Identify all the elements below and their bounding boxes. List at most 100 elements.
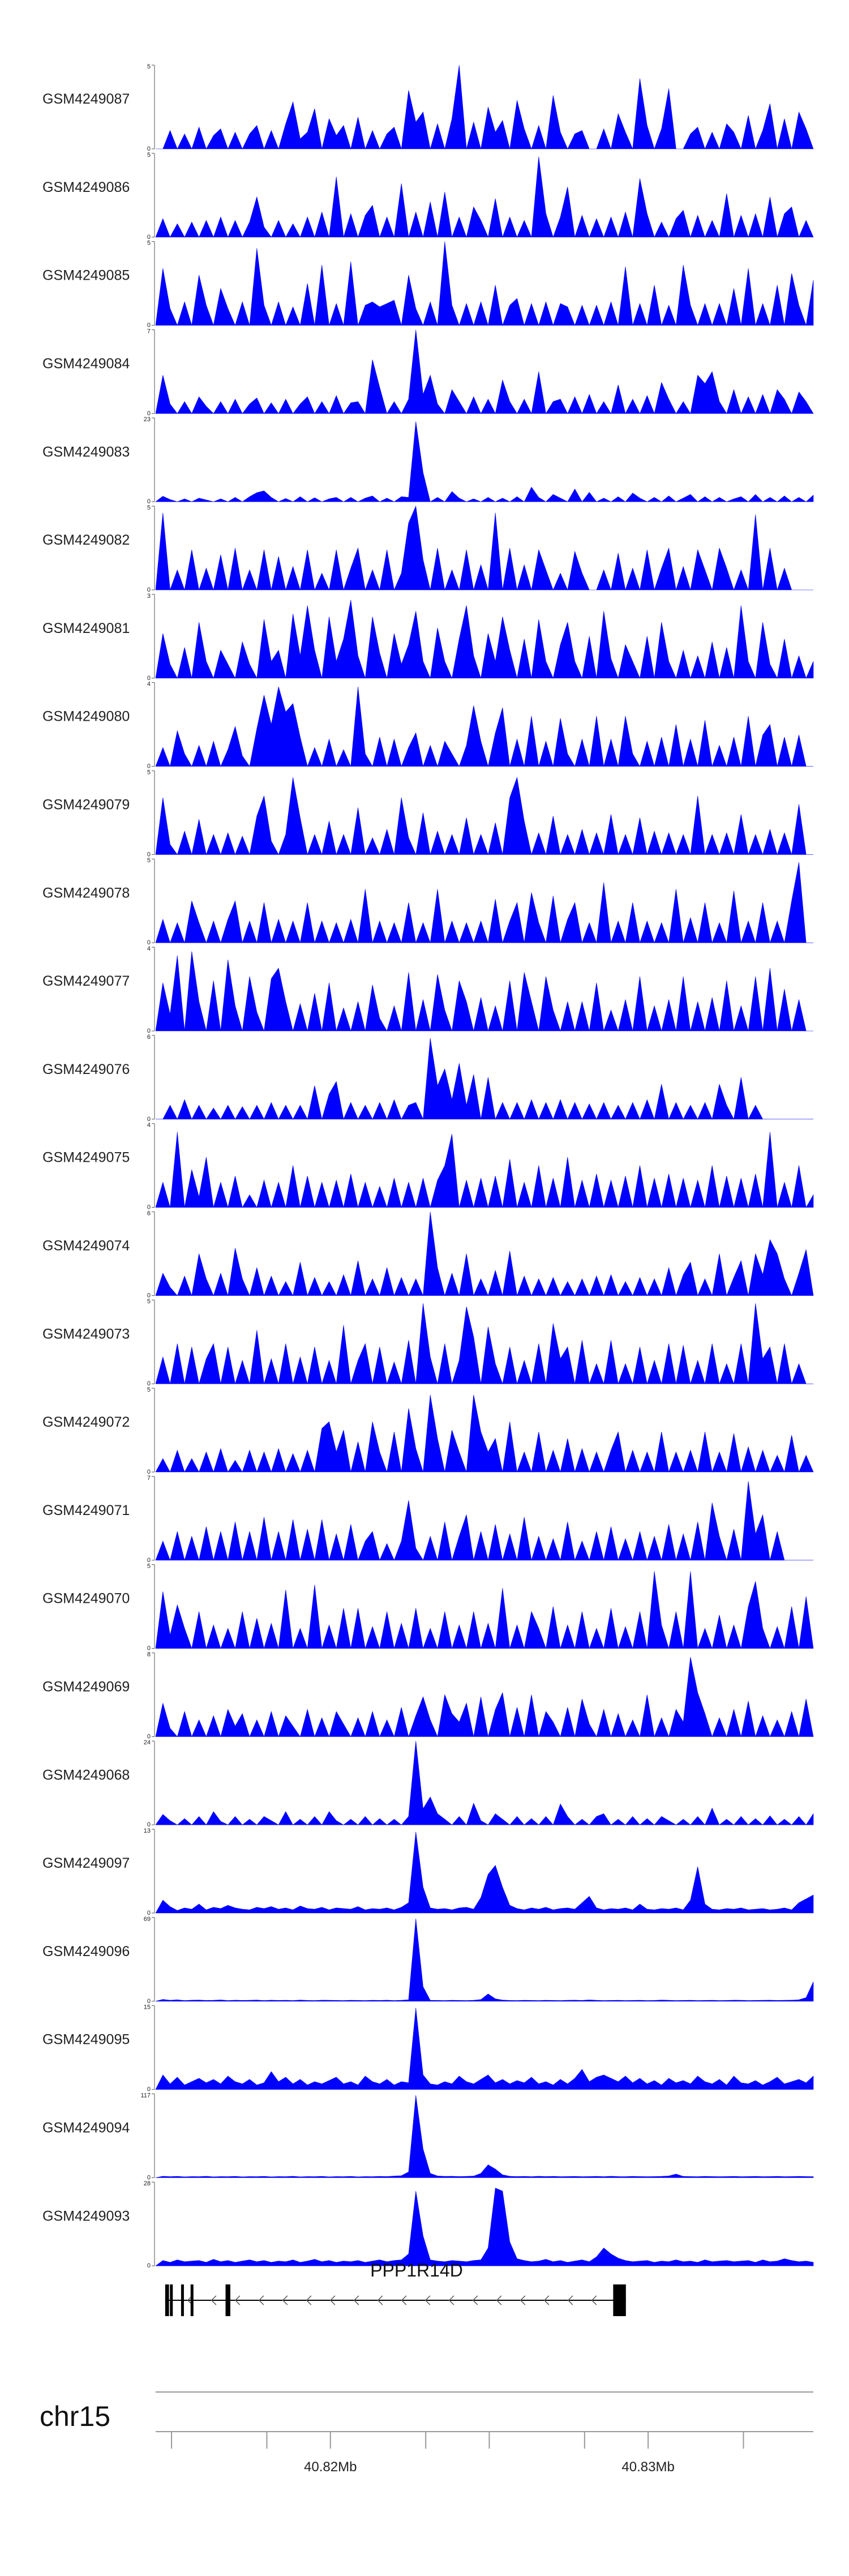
axis-tick-label: 40.82Mb [304,2459,357,2475]
strand-chevron [520,2295,526,2305]
signal-area [155,686,813,767]
y-tick-label-min: 0 [147,1469,151,1475]
signal-area [155,241,814,326]
track-label: GSM4249070 [42,1591,130,1607]
signal-area [155,156,814,238]
y-tick-label-min: 0 [147,587,151,593]
signal-area [155,2188,814,2266]
y-tick-label-min: 0 [147,1557,151,1564]
strand-chevron [401,2295,407,2305]
track-label: GSM4249076 [42,1062,130,1077]
signal-area [155,1394,814,1473]
y-tick-label-min: 0 [147,1116,151,1123]
track-GSM4249078: GSM4249078 5 0 [42,857,813,946]
signal-area [156,1038,813,1120]
strand-chevron [329,2295,336,2305]
track-GSM4249071: GSM4249071 7 0 [42,1475,813,1564]
y-tick-label-max: 23 [144,416,151,423]
track-GSM4249070: GSM4249070 5 0 [42,1563,814,1652]
y-tick-label-min: 0 [147,1380,151,1387]
y-tick-label-max: 28 [144,2180,151,2187]
y-tick-label-min: 0 [147,2262,151,2269]
strand-chevron [282,2295,288,2305]
track-GSM4249097: GSM4249097 13 0 [42,1828,814,1916]
y-tick-label-max: 4 [147,1122,151,1129]
track-GSM4249082: GSM4249082 5 0 [42,504,813,593]
signal-area [155,600,814,679]
strand-chevron [258,2295,264,2305]
track-label: GSM4249080 [42,709,130,725]
track-label: GSM4249078 [42,885,130,901]
signal-area [155,1481,813,1561]
track-label: GSM4249083 [42,444,130,460]
track-GSM4249084: GSM4249084 7 0 [42,328,814,417]
strand-chevron [496,2295,502,2305]
y-tick-label-max: 5 [147,1298,151,1305]
track-label: GSM4249086 [42,179,130,195]
gene-exon [225,2284,230,2316]
track-label: GSM4249097 [42,1855,130,1871]
signal-area [155,951,813,1032]
gene-exon [181,2284,184,2316]
signal-area [155,1741,814,1825]
track-label: GSM4249087 [42,91,130,107]
track-label: GSM4249095 [42,2032,130,2048]
gene-annotation-track: PPP1R14D [165,2260,626,2316]
track-GSM4249080: GSM4249080 4 0 [42,681,813,770]
gene-exon [613,2284,626,2316]
y-tick-label-max: 5 [147,240,151,247]
track-GSM4249077: GSM4249077 4 0 [42,945,813,1034]
y-tick-label-max: 5 [147,63,151,70]
y-tick-label-min: 0 [147,1733,151,1740]
track-GSM4249074: GSM4249074 6 0 [42,1210,814,1299]
track-label: GSM4249075 [42,1150,130,1166]
signal-area [155,1303,813,1385]
track-GSM4249073: GSM4249073 5 0 [42,1298,813,1387]
track-GSM4249096: GSM4249096 69 0 [42,1916,814,2005]
y-tick-label-min: 0 [147,763,151,770]
y-tick-label-max: 5 [147,769,151,776]
y-tick-label-max: 5 [147,857,151,864]
track-GSM4249095: GSM4249095 15 0 [42,2004,814,2093]
track-label: GSM4249073 [42,1326,130,1342]
track-GSM4249076: GSM4249076 6 0 [42,1034,813,1123]
track-label: GSM4249094 [42,2120,130,2136]
track-label: GSM4249071 [42,1503,130,1518]
track-label: GSM4249072 [42,1414,130,1430]
track-label: GSM4249084 [42,356,130,371]
y-tick-label-min: 0 [147,675,151,682]
strand-chevron [472,2295,478,2305]
strand-chevron [424,2295,431,2305]
y-tick-label-max: 7 [147,1475,151,1482]
signal-area [155,777,813,855]
strand-chevron [353,2295,359,2305]
chromosome-label: chr15 [40,2400,110,2432]
signal-tracks: GSM424908750GSM424908650GSM424908550GSM4… [42,63,814,2269]
y-tick-label-max: 15 [144,2004,151,2011]
strand-chevron [448,2295,454,2305]
track-label: GSM4249085 [42,268,130,284]
y-tick-label-max: 24 [144,1739,151,1746]
signal-area [155,1132,814,1208]
y-tick-label-max: 5 [147,1387,151,1393]
track-label: GSM4249096 [42,1944,130,1959]
track-GSM4249072: GSM4249072 5 0 [42,1387,814,1475]
y-tick-label-max: 5 [147,504,151,511]
strand-chevron [234,2295,241,2305]
track-label: GSM4249079 [42,797,130,812]
track-GSM4249094: GSM4249094 117 0 [42,2092,814,2181]
strand-chevron [567,2295,573,2305]
gene-name-label: PPP1R14D [370,2260,463,2280]
gene-exon [165,2284,169,2316]
y-tick-label-max: 69 [144,1916,151,1923]
y-tick-label-min: 0 [147,410,151,417]
y-tick-label-min: 0 [147,1028,151,1034]
y-tick-label-max: 4 [147,681,151,688]
strand-chevron [543,2295,550,2305]
y-tick-label-max: 5 [147,152,151,159]
signal-area [155,421,814,502]
track-GSM4249087: GSM4249087 5 0 [42,63,814,152]
y-tick-label-min: 0 [147,322,151,329]
track-GSM4249079: GSM4249079 5 0 [42,769,813,858]
